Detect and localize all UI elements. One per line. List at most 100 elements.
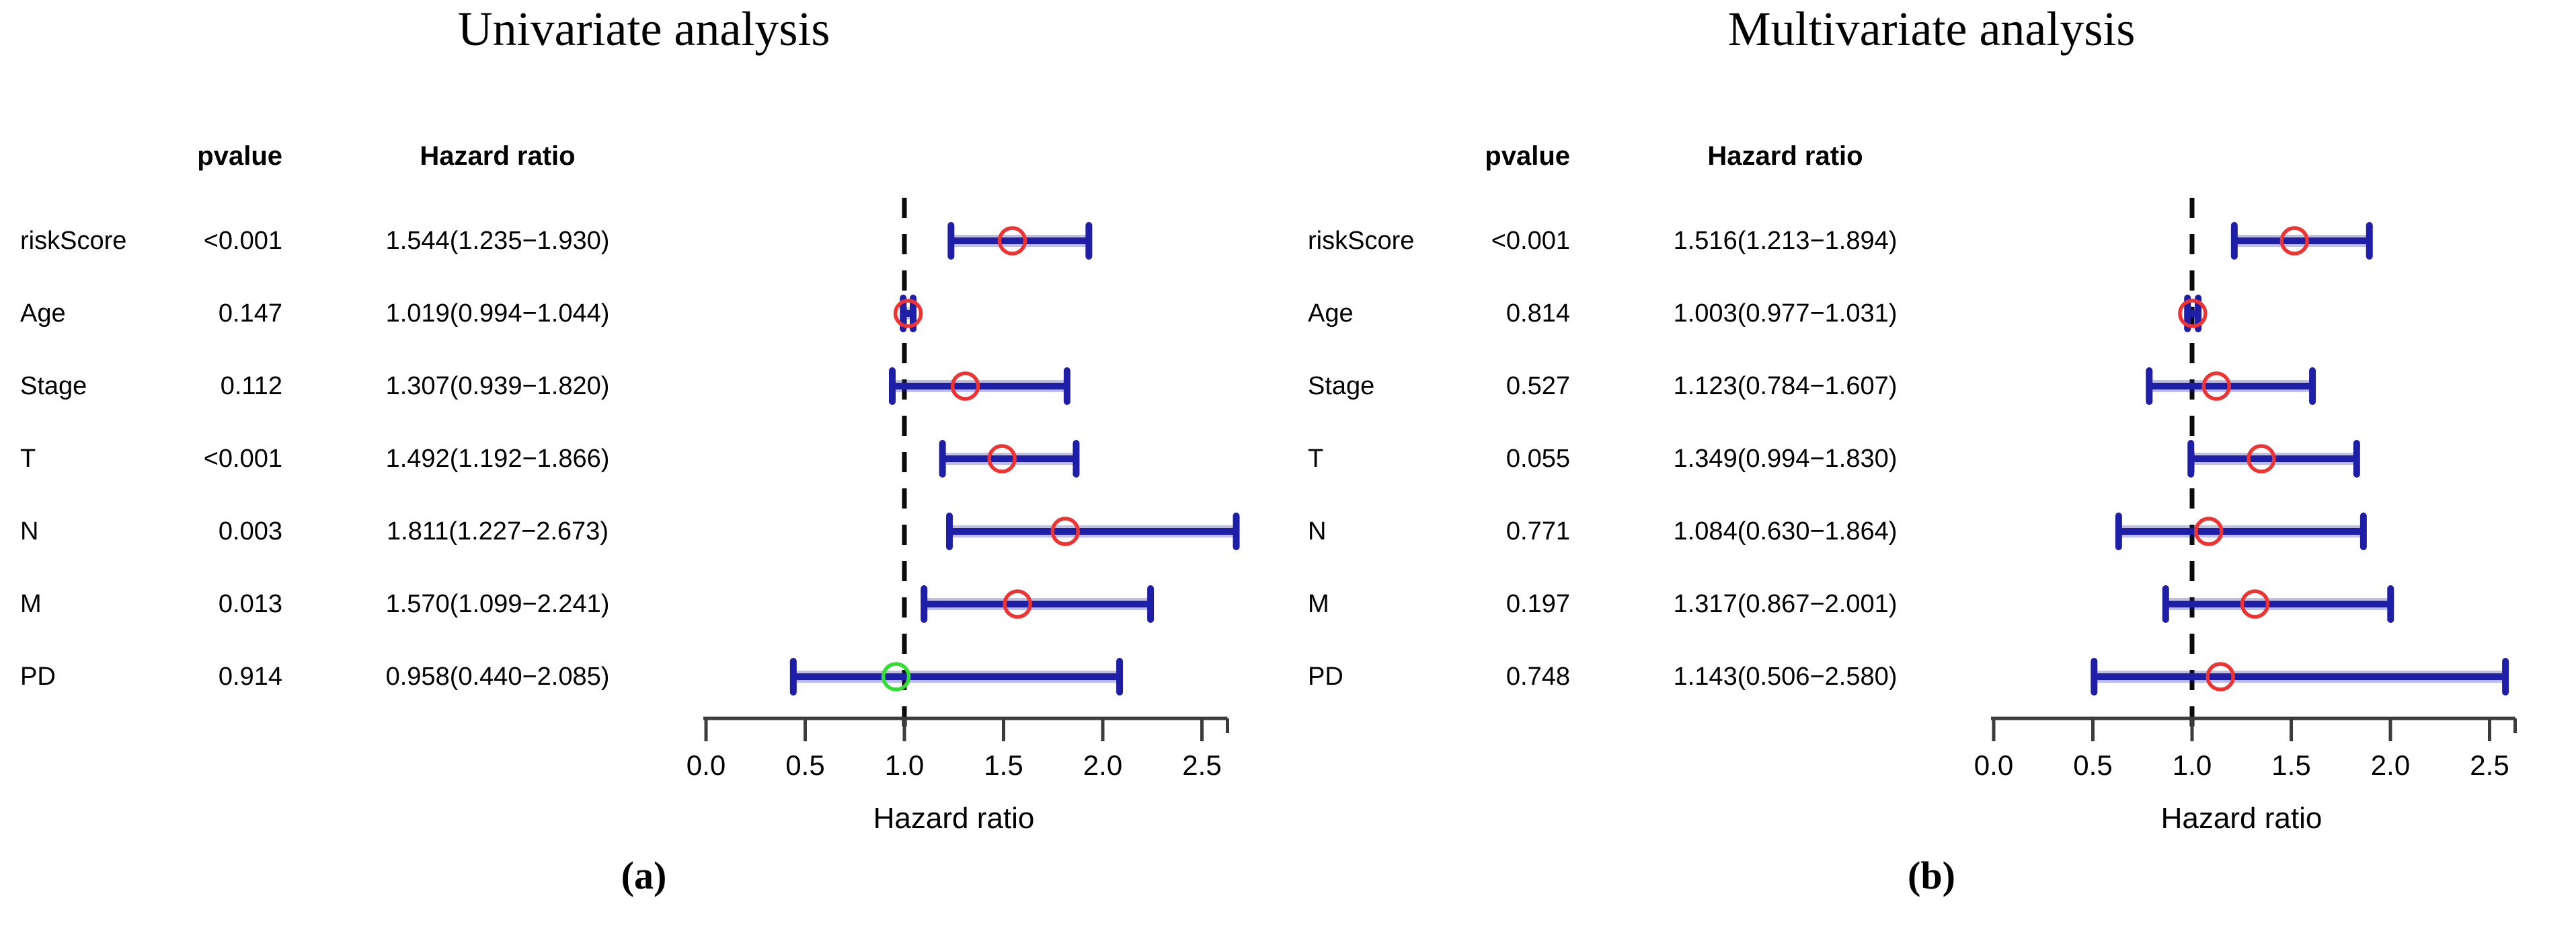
forest-plot-svg: 0.0 0.5 1.0 1.5 2.0 2.5 [1974,198,2517,781]
row-hazard-ratio-text: 1.143(0.506−2.580) [1673,662,1898,691]
table-row: Age 0.814 1.003(0.977−1.031) [1288,277,1933,350]
x-axis-tick-label: 0.0 [1974,749,2013,781]
table-row: N 0.003 1.811(1.227−2.673) [0,495,646,568]
row-hazard-ratio-text: 1.492(1.192−1.866) [385,444,610,473]
row-label: N [1308,517,1327,546]
x-axis-tick-label: 2.0 [2371,749,2410,781]
x-axis-tick-label: 1.0 [2173,749,2212,781]
row-hazard-ratio-text: 1.516(1.213−1.894) [1673,226,1898,255]
x-axis-tick-label: 1.5 [2271,749,2310,781]
row-pvalue: 0.003 [218,517,282,546]
panel-title: Univariate analysis [457,2,830,56]
point-estimate-circle [2279,226,2309,256]
row-pvalue: 0.748 [1506,662,1570,691]
row-pvalue: 0.055 [1506,444,1570,473]
row-pvalue: 0.147 [218,299,282,328]
point-estimate-circle [950,371,980,401]
row-hazard-ratio-text: 1.349(0.994−1.830) [1673,444,1898,473]
table-row: T 0.055 1.349(0.994−1.830) [1288,422,1933,495]
x-axis-tick-label: 0.0 [687,749,726,781]
column-header-hazard-ratio: Hazard ratio [1707,141,1863,171]
panel-caption: (a) [621,854,667,897]
column-header-pvalue: pvalue [197,141,282,171]
row-pvalue: 0.527 [1506,371,1570,400]
row-label: riskScore [20,226,127,255]
x-axis-tick-label: 2.5 [1182,749,1221,781]
row-hazard-ratio-text: 0.958(0.440−2.085) [385,662,610,691]
row-pvalue: 0.771 [1506,517,1570,546]
table-row: M 0.013 1.570(1.099−2.241) [0,568,646,640]
point-estimate-circle [2240,589,2270,619]
row-label: Age [20,299,66,328]
row-hazard-ratio-text: 1.123(0.784−1.607) [1673,371,1898,400]
point-estimate-circle [997,226,1027,256]
point-estimate-circle [2206,662,2235,691]
row-label: PD [20,662,56,691]
panel-univariate: Univariate analysis pvalue Hazard ratio … [0,2,1240,897]
x-axis-label: Hazard ratio [2160,802,2323,835]
table-rows: riskScore <0.001 1.516(1.213−1.894) Age 0.81… [1288,204,1933,713]
row-pvalue: 0.814 [1506,299,1570,328]
point-estimate-circle [2194,517,2224,546]
table-rows: riskScore <0.001 1.544(1.235−1.930) Age 0.14… [0,204,646,713]
x-axis-tick-label: 0.5 [2073,749,2112,781]
point-estimate-circle [1003,589,1032,619]
table-header: pvalue Hazard ratio [0,139,646,174]
row-hazard-ratio-text: 1.003(0.977−1.031) [1673,299,1898,328]
row-label: M [1308,589,1329,618]
x-axis-tick-label: 0.5 [785,749,824,781]
row-hazard-ratio-text: 1.307(0.939−1.820) [385,371,610,400]
point-estimate-circle [2178,299,2208,328]
point-estimate-circle [893,299,923,328]
table-row: M 0.197 1.317(0.867−2.001) [1288,568,1933,640]
row-label: PD [1308,662,1343,691]
table-row: Age 0.147 1.019(0.994−1.044) [0,277,646,350]
column-header-pvalue: pvalue [1485,141,1570,171]
point-estimate-circle [2247,444,2276,474]
row-hazard-ratio-text: 1.570(1.099−2.241) [385,589,610,618]
row-hazard-ratio-text: 1.544(1.235−1.930) [385,226,610,255]
row-hazard-ratio-text: 1.811(1.227−2.673) [387,517,609,546]
table-row: Stage 0.527 1.123(0.784−1.607) [1288,350,1933,422]
point-estimate-circle [987,444,1017,474]
row-hazard-ratio-text: 1.019(0.994−1.044) [385,299,610,328]
column-header-spacer [0,139,155,174]
panel-caption: (b) [1908,854,1955,897]
row-pvalue: 0.013 [218,589,282,618]
table-row: riskScore <0.001 1.544(1.235−1.930) [0,204,646,277]
column-header-spacer [1288,139,1442,174]
row-label: T [20,444,36,473]
row-label: M [20,589,42,618]
row-hazard-ratio-text: 1.084(0.630−1.864) [1673,517,1898,546]
table-header: pvalue Hazard ratio [1288,139,1933,174]
row-pvalue: <0.001 [203,226,282,255]
row-pvalue: 0.112 [220,371,282,400]
panel-title: Multivariate analysis [1727,2,2136,56]
row-pvalue: 0.914 [218,662,282,691]
table-row: riskScore <0.001 1.516(1.213−1.894) [1288,204,1933,277]
table-row: PD 0.914 0.958(0.440−2.085) [0,640,646,713]
point-estimate-circle [2201,371,2232,401]
panel-multivariate: Multivariate analysis pvalue Hazard rati… [1288,0,2575,935]
x-axis-label: Hazard ratio [873,802,1035,835]
table-row: T <0.001 1.492(1.192−1.866) [0,422,646,495]
table-row: N 0.771 1.084(0.630−1.864) [1288,495,1933,568]
row-pvalue: <0.001 [1491,226,1570,255]
row-label: Stage [20,371,87,400]
x-axis-tick-label: 1.0 [885,749,924,781]
row-label: Age [1308,299,1354,328]
row-pvalue: 0.197 [1506,589,1570,618]
row-pvalue: <0.001 [203,444,282,473]
table-row: Stage 0.112 1.307(0.939−1.820) [0,350,646,422]
point-estimate-circle [1050,517,1080,546]
row-label: riskScore [1308,226,1415,255]
table-row: PD 0.748 1.143(0.506−2.580) [1288,640,1933,713]
row-label: N [20,517,39,546]
point-estimate-circle [881,662,911,691]
x-axis-tick-label: 2.5 [2470,749,2509,781]
x-axis-tick-label: 1.5 [984,749,1023,781]
x-axis-tick-label: 2.0 [1083,749,1122,781]
row-label: Stage [1308,371,1375,400]
row-hazard-ratio-text: 1.317(0.867−2.001) [1673,589,1898,618]
